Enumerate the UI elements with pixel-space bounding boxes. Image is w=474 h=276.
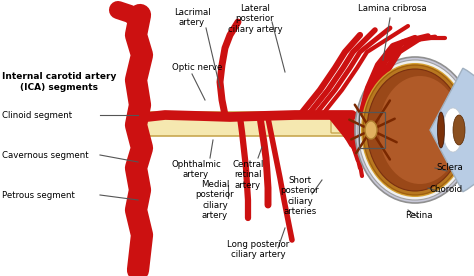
FancyBboxPatch shape — [146, 112, 354, 136]
Text: Optic nerve: Optic nerve — [172, 63, 222, 73]
Ellipse shape — [355, 57, 474, 203]
Ellipse shape — [453, 115, 465, 145]
Text: Cavernous segment: Cavernous segment — [2, 150, 89, 160]
Ellipse shape — [379, 76, 461, 184]
Ellipse shape — [443, 108, 463, 152]
Text: Retina: Retina — [405, 211, 432, 219]
Text: Short
posterior
ciliary
arteries: Short posterior ciliary arteries — [281, 176, 319, 216]
Ellipse shape — [365, 121, 377, 139]
Ellipse shape — [363, 65, 467, 195]
Text: Clinoid segment: Clinoid segment — [2, 110, 72, 120]
Text: Long posterior
ciliary artery: Long posterior ciliary artery — [227, 240, 289, 259]
Text: Petrous segment: Petrous segment — [2, 190, 75, 200]
Text: Lamina cribrosa: Lamina cribrosa — [358, 4, 427, 13]
Ellipse shape — [438, 112, 445, 148]
Text: Central
retinal
artery: Central retinal artery — [232, 160, 264, 190]
Text: Medial
posterior
ciliary
artery: Medial posterior ciliary artery — [196, 180, 234, 220]
Wedge shape — [430, 68, 474, 192]
Ellipse shape — [361, 63, 469, 197]
Ellipse shape — [358, 60, 472, 200]
Text: Ophthalmic
artery: Ophthalmic artery — [171, 160, 221, 179]
Text: Internal carotid artery
(ICA) segments: Internal carotid artery (ICA) segments — [2, 72, 117, 92]
Text: Choroid: Choroid — [430, 185, 463, 195]
Ellipse shape — [367, 69, 463, 191]
Text: Lacrimal
artery: Lacrimal artery — [173, 8, 210, 27]
FancyBboxPatch shape — [331, 115, 355, 133]
Text: Lateral
posterior
ciliary artery: Lateral posterior ciliary artery — [228, 4, 283, 34]
Text: Sclera: Sclera — [436, 163, 463, 172]
Bar — [359, 112, 385, 148]
